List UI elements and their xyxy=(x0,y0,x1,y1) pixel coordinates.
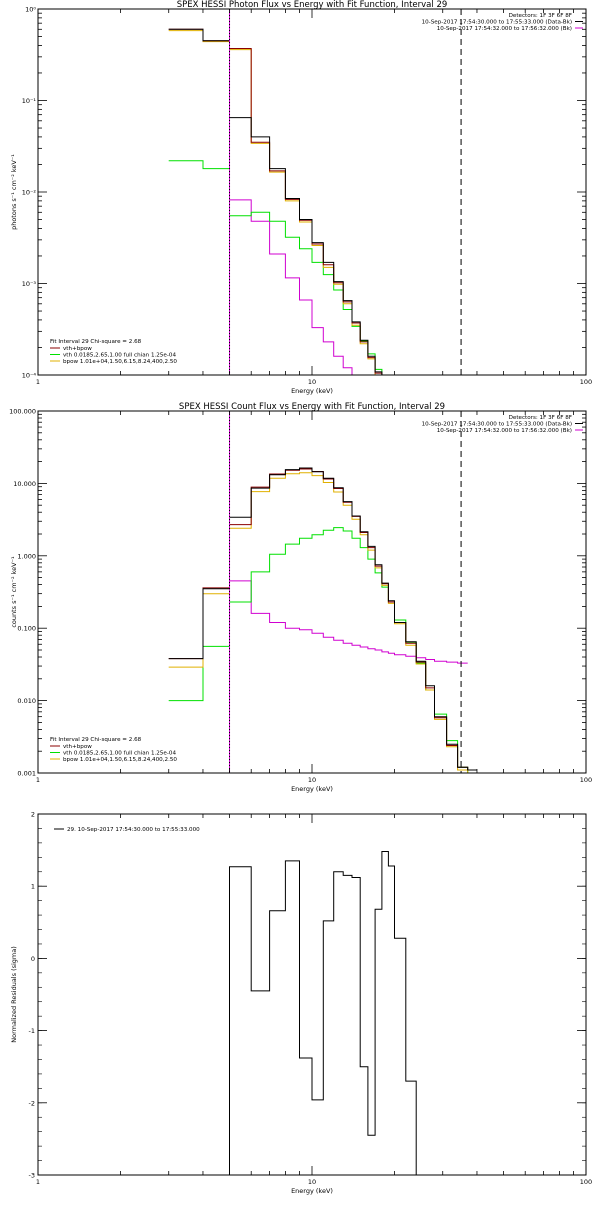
x-axis-label: Energy (keV) xyxy=(291,1187,333,1195)
y-tick-label: 10⁻⁴ xyxy=(22,372,37,380)
legend-entry: vth 0.0185,2.65,1.00 full chian 1.25e-04 xyxy=(63,353,176,359)
series-line-vth xyxy=(168,160,383,375)
y-tick-label: 100.000 xyxy=(9,408,36,416)
series-line-background xyxy=(168,468,477,771)
series-line-data xyxy=(168,28,383,375)
y-tick-label: 10⁻³ xyxy=(22,280,37,288)
series-line-vth xyxy=(168,527,469,773)
x-tick-label: 100 xyxy=(580,1178,592,1186)
plot-frame xyxy=(37,813,587,1176)
x-tick-label: 10 xyxy=(308,1178,316,1186)
detector-info-text: 10-Sep-2017 17:54:30.000 to 17:55:33.000… xyxy=(422,422,572,428)
x-tick-label: 10 xyxy=(308,776,316,784)
x-axis-label: Energy (keV) xyxy=(291,785,333,793)
series-line-total xyxy=(168,30,383,375)
chart-panel-1: 1 10 100 10⁻⁴ 10⁻³ 10⁻² 10⁻¹ 10⁰ SPEX HESSI Phot… xyxy=(10,0,592,395)
y-tick-label: 0.100 xyxy=(17,625,36,633)
y-tick-label: -3 xyxy=(29,1172,35,1180)
legend-entry: 29. 10-Sep-2017 17:54:30.000 to 17:55:33… xyxy=(67,827,200,833)
series-group xyxy=(229,851,417,1175)
detector-info-text: 10-Sep-2017 17:54:32.000 to 17:56:32.000… xyxy=(437,26,572,32)
y-tick-label: 10.000 xyxy=(13,480,36,488)
y-tick-label: 0 xyxy=(31,955,35,963)
x-tick-label: 1 xyxy=(36,776,40,784)
y-tick-label: 1.000 xyxy=(17,552,36,560)
legend-entry: vth+bpow xyxy=(63,744,92,750)
legend-entry: bpow 1.01e+04,1.50,6.15,8.24,400,2.50 xyxy=(63,757,177,763)
chart-title: SPEX HESSI Photon Flux vs Energy with Fi… xyxy=(177,0,448,10)
detector-info-text: 10-Sep-2017 17:54:30.000 to 17:55:33.000… xyxy=(422,20,572,26)
detector-info-text: Detectors: 1F 3F 6F 8F xyxy=(509,13,572,19)
series-line-data xyxy=(168,467,477,771)
detector-info-text: 10-Sep-2017 17:54:32.000 to 17:56:32.000… xyxy=(437,428,572,434)
y-tick-label: 10⁻² xyxy=(22,189,37,197)
y-axis-label: Normalized Residuals (sigma) xyxy=(10,946,18,1043)
plot-frame xyxy=(37,410,587,774)
series-line-background xyxy=(168,28,383,375)
chart-title: SPEX HESSI Count Flux vs Energy with Fit… xyxy=(179,402,445,412)
y-tick-label: 10⁰ xyxy=(25,6,36,14)
x-tick-label: 1 xyxy=(36,378,40,386)
y-axis-label: counts s⁻¹ cm⁻² keV⁻¹ xyxy=(10,556,18,628)
legend-title: Fit Interval 29 Chi-square = 2.68 xyxy=(50,339,142,345)
y-tick-label: 1 xyxy=(31,883,35,891)
series-line-total xyxy=(168,472,477,773)
y-tick-label: -2 xyxy=(29,1099,35,1107)
y-tick-label: 0.010 xyxy=(17,697,36,705)
y-tick-label: -1 xyxy=(29,1027,35,1035)
y-tick-label: 10⁻¹ xyxy=(22,97,37,105)
chart-panel-2: 1 10 100 0.001 0.010 0.100 1.000 10.000 100.000 S… xyxy=(9,402,592,793)
y-tick-label: 0.001 xyxy=(17,770,36,778)
x-tick-label: 100 xyxy=(580,776,592,784)
chart-panel-3: 1 10 100 -3 -2 -1 0 1 2 Energy (keV) Normalized Re… xyxy=(10,811,592,1196)
series-group xyxy=(168,467,477,773)
series-group xyxy=(168,28,383,375)
series-line-bpow xyxy=(229,580,468,664)
y-tick-label: 2 xyxy=(31,811,35,819)
x-tick-label: 100 xyxy=(580,378,592,386)
series-line-residuals xyxy=(229,851,417,1175)
detector-info-text: Detectors: 1F 3F 6F 8F xyxy=(509,415,572,421)
series-line-bpow xyxy=(229,199,361,375)
legend-title: Fit Interval 29 Chi-square = 2.68 xyxy=(50,737,142,743)
y-axis-label: photons s⁻¹ cm⁻² keV⁻¹ xyxy=(10,154,18,230)
legend-entry: bpow 1.01e+04,1.50,6.15,8.24,400,2.50 xyxy=(63,359,177,365)
legend-entry: vth+bpow xyxy=(63,346,92,352)
x-tick-label: 1 xyxy=(36,1178,40,1186)
x-axis-label: Energy (keV) xyxy=(291,387,333,395)
x-tick-label: 10 xyxy=(308,378,316,386)
legend-entry: vth 0.0185,2.65,1.00 full chian 1.25e-04 xyxy=(63,751,176,757)
